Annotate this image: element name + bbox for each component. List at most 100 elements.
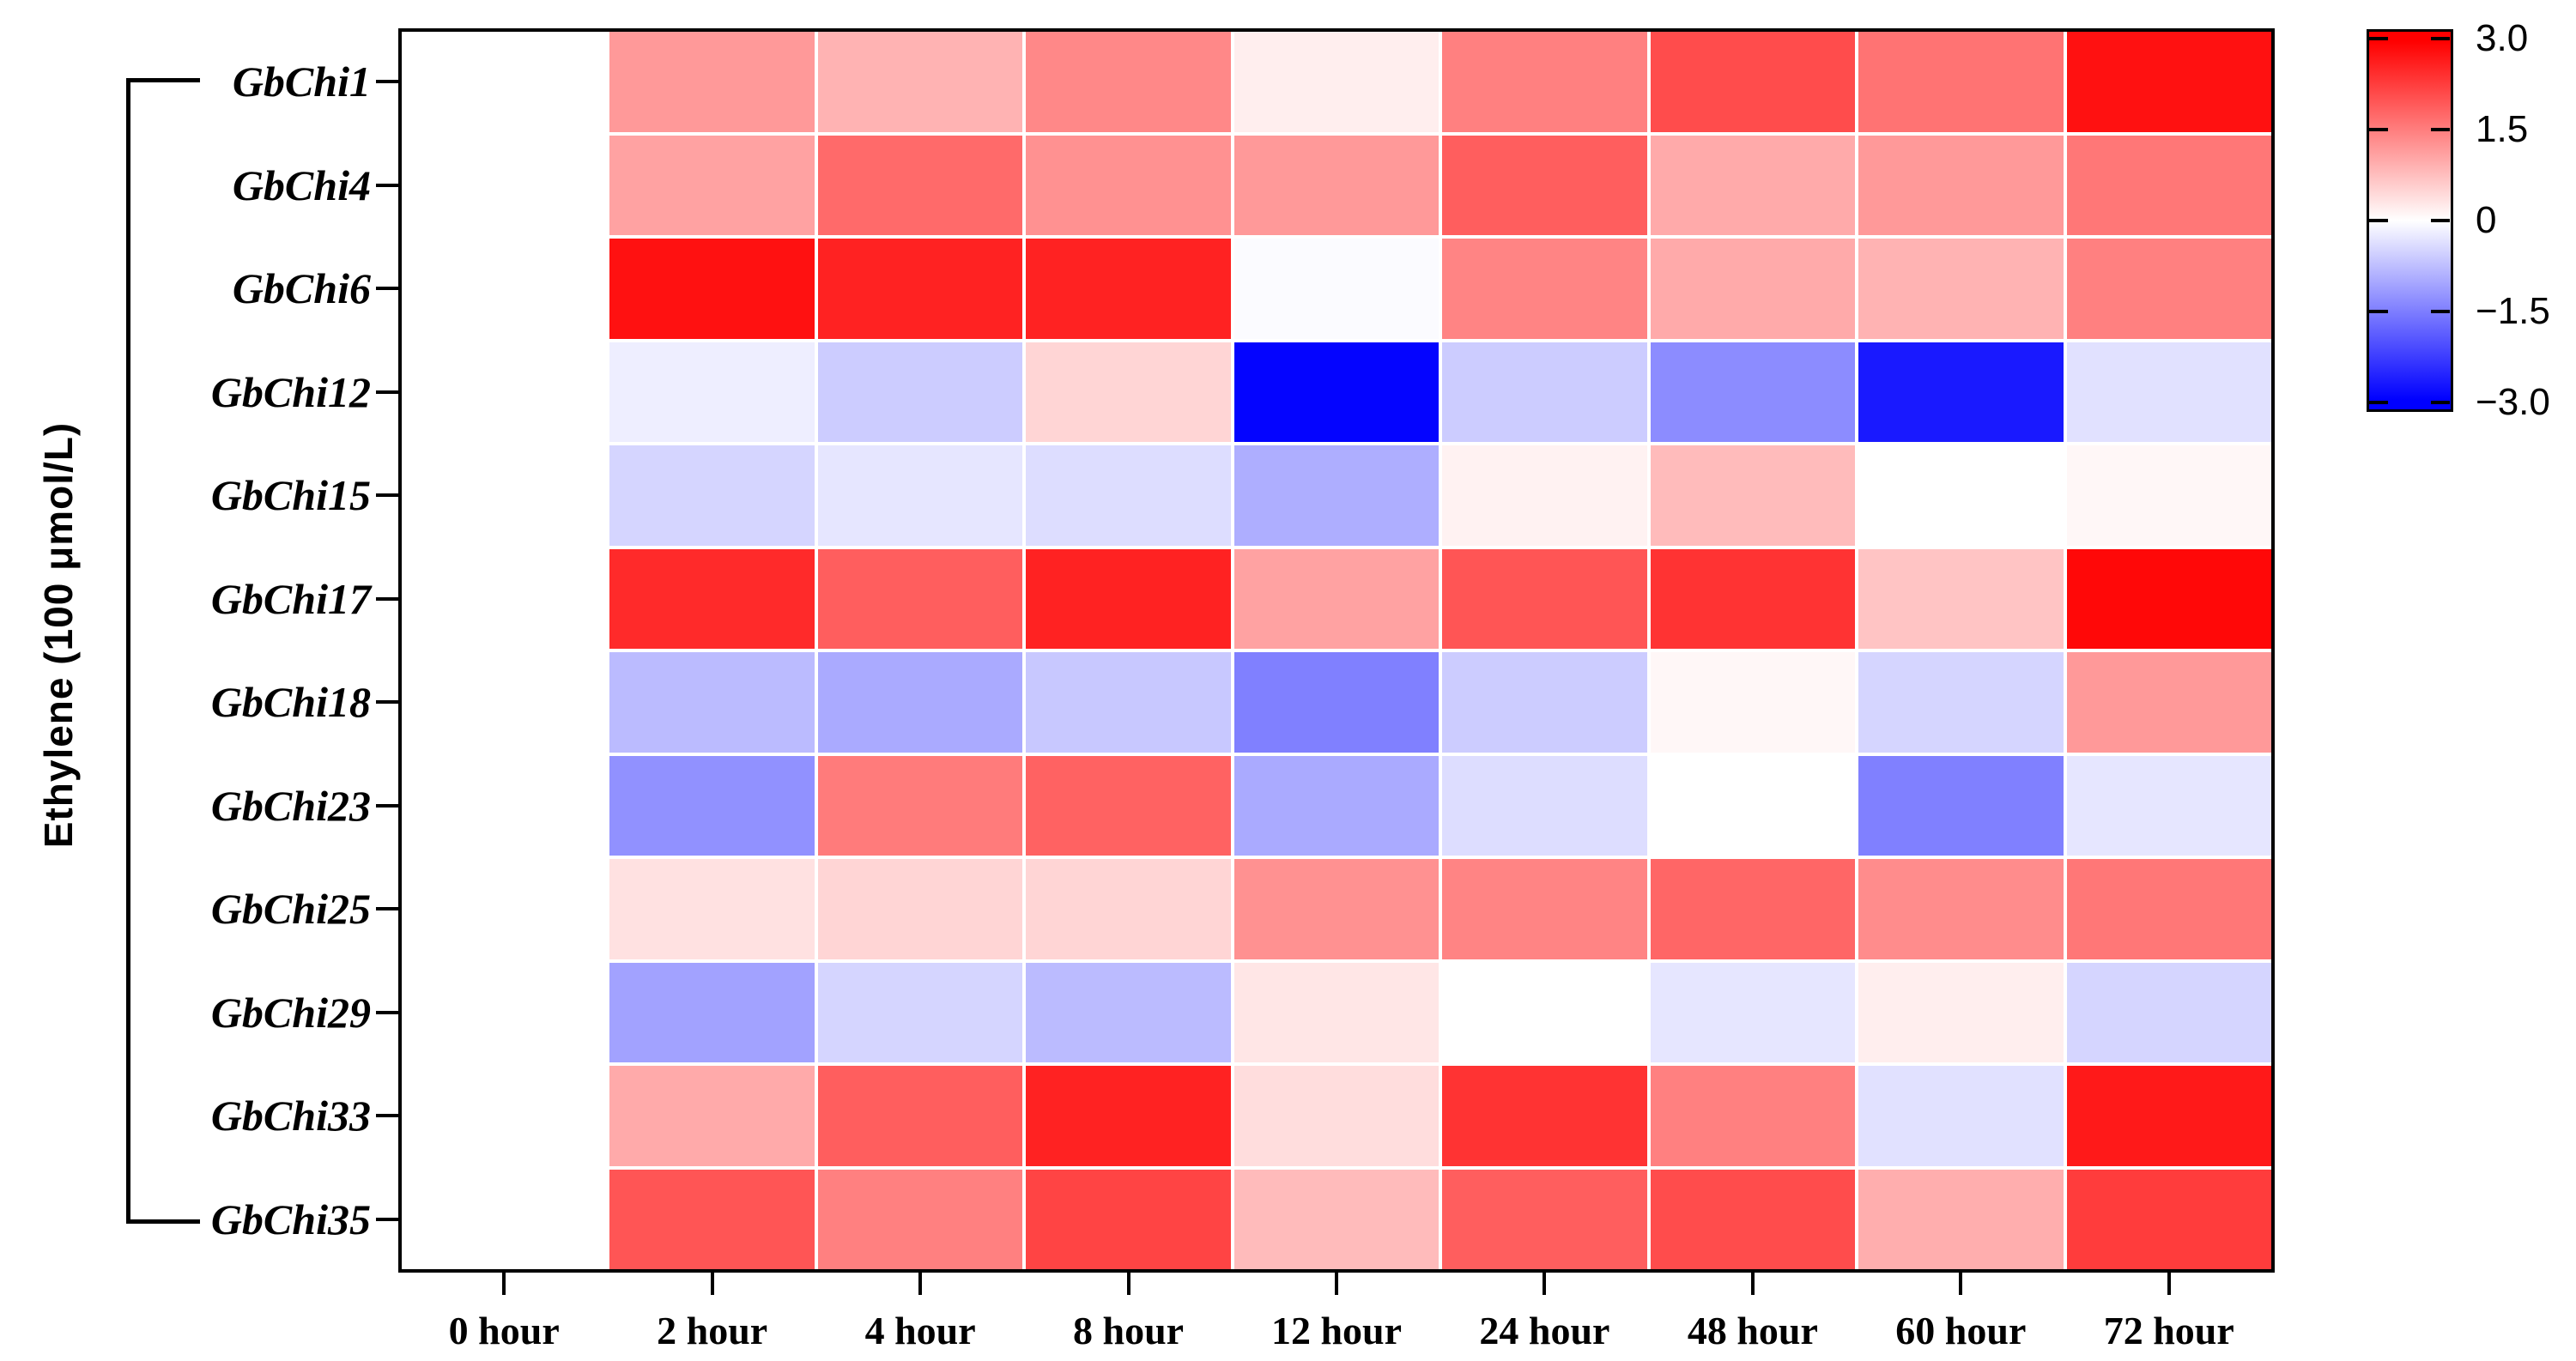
- y-axis-label: Ethylene (100 μmol/L): [36, 421, 81, 849]
- column-label: 24 hour: [1479, 1309, 1610, 1352]
- heatmap-cell: [2066, 1169, 2271, 1269]
- heatmap-cell: [1026, 859, 1231, 959]
- column-label: 4 hour: [864, 1309, 976, 1352]
- row-label: GbChi18: [210, 678, 371, 727]
- heatmap-cell: [1442, 1169, 1647, 1269]
- heatmap-cell: [1026, 1066, 1231, 1166]
- column-tick: [918, 1273, 923, 1295]
- heatmap-cell: [609, 239, 815, 339]
- column-label: 0 hour: [448, 1309, 560, 1352]
- row-tick: [376, 1114, 398, 1118]
- heatmap-cell: [1442, 1066, 1647, 1166]
- column-label: 72 hour: [2103, 1309, 2234, 1352]
- heatmap-cell: [817, 1169, 1023, 1269]
- row-tick: [376, 183, 398, 187]
- heatmap-cell: [1858, 652, 2064, 753]
- heatmap-cell: [1026, 239, 1231, 339]
- heatmap-cell: [1858, 32, 2064, 132]
- column-label: 60 hour: [1895, 1309, 2027, 1352]
- row-tick: [376, 907, 398, 911]
- heatmap-cell: [402, 342, 607, 442]
- heatmap-cell: [1858, 859, 2064, 959]
- colorbar-tick-left: [2369, 128, 2388, 131]
- heatmap-cell: [1650, 342, 1856, 442]
- heatmap-cell: [1026, 342, 1231, 442]
- heatmap-cell: [2066, 962, 2271, 1062]
- row-label: GbChi17: [210, 574, 371, 623]
- heatmap-cell: [609, 548, 815, 649]
- heatmap-cell: [1233, 962, 1440, 1062]
- gene-group-bracket: [126, 80, 130, 1224]
- gene-group-bracket-bottom-arm: [126, 1219, 200, 1224]
- colorbar-tick-right: [2431, 128, 2450, 131]
- heatmap-cell: [609, 1066, 815, 1166]
- heatmap-cell: [1650, 445, 1856, 546]
- heatmap-cell: [1026, 652, 1231, 753]
- row-label: GbChi29: [210, 988, 371, 1037]
- heatmap-cell: [817, 652, 1023, 753]
- row-label: GbChi33: [210, 1092, 371, 1140]
- heatmap-cell: [1858, 962, 2064, 1062]
- heatmap-cell: [2066, 652, 2271, 753]
- heatmap-cell: [1650, 32, 1856, 132]
- row-tick: [376, 80, 398, 84]
- heatmap-cell: [1858, 445, 2064, 546]
- heatmap-grid: [402, 32, 2271, 1269]
- heatmap-cell: [402, 239, 607, 339]
- heatmap-cell: [609, 962, 815, 1062]
- heatmap-cell: [609, 342, 815, 442]
- heatmap-cell: [1233, 859, 1440, 959]
- heatmap-cell: [1233, 32, 1440, 132]
- heatmap-cell: [1026, 548, 1231, 649]
- heatmap-cell: [1233, 1169, 1440, 1269]
- heatmap-cell: [609, 135, 815, 235]
- heatmap-cell: [817, 1066, 1023, 1166]
- heatmap-cell: [402, 755, 607, 856]
- heatmap-cell: [1858, 239, 2064, 339]
- heatmap-cell: [402, 962, 607, 1062]
- column-label: 8 hour: [1073, 1309, 1185, 1352]
- colorbar-tick-left: [2369, 219, 2388, 222]
- colorbar-tick-left: [2369, 401, 2388, 404]
- heatmap-cell: [2066, 548, 2271, 649]
- heatmap-cell: [1650, 755, 1856, 856]
- column-tick: [710, 1273, 714, 1295]
- heatmap-cell: [402, 652, 607, 753]
- colorbar-tick-label: 1.5: [2476, 108, 2529, 150]
- heatmap-cell: [1442, 239, 1647, 339]
- colorbar-tick-label: 3.0: [2476, 17, 2529, 59]
- row-tick: [376, 390, 398, 394]
- heatmap-cell: [1858, 342, 2064, 442]
- gene-group-bracket-top-arm: [126, 78, 200, 82]
- heatmap-cell: [609, 652, 815, 753]
- heatmap-cell: [1650, 239, 1856, 339]
- column-tick: [1543, 1273, 1547, 1295]
- row-tick: [376, 493, 398, 498]
- colorbar-tick-right: [2431, 219, 2450, 222]
- heatmap-cell: [1650, 1066, 1856, 1166]
- heatmap-cell: [2066, 1066, 2271, 1166]
- heatmap-cell: [1442, 859, 1647, 959]
- heatmap-cell: [1233, 548, 1440, 649]
- column-label: 12 hour: [1270, 1309, 1403, 1352]
- heatmap-cell: [1026, 755, 1231, 856]
- heatmap-cell: [2066, 239, 2271, 339]
- heatmap-cell: [1650, 859, 1856, 959]
- heatmap-cell: [2066, 859, 2271, 959]
- heatmap-cell: [1026, 1169, 1231, 1269]
- column-label: 48 hour: [1687, 1309, 1818, 1352]
- heatmap-cell: [817, 342, 1023, 442]
- heatmap-cell: [402, 1169, 607, 1269]
- heatmap-cell: [1442, 445, 1647, 546]
- heatmap-cell: [1442, 342, 1647, 442]
- heatmap-cell: [1650, 652, 1856, 753]
- heatmap-cell: [609, 755, 815, 856]
- row-tick: [376, 700, 398, 705]
- row-tick: [376, 596, 398, 601]
- heatmap-cell: [1442, 652, 1647, 753]
- heatmap-cell: [1650, 135, 1856, 235]
- row-label: GbChi12: [210, 367, 371, 416]
- heatmap-cell: [817, 962, 1023, 1062]
- heatmap-cell: [402, 859, 607, 959]
